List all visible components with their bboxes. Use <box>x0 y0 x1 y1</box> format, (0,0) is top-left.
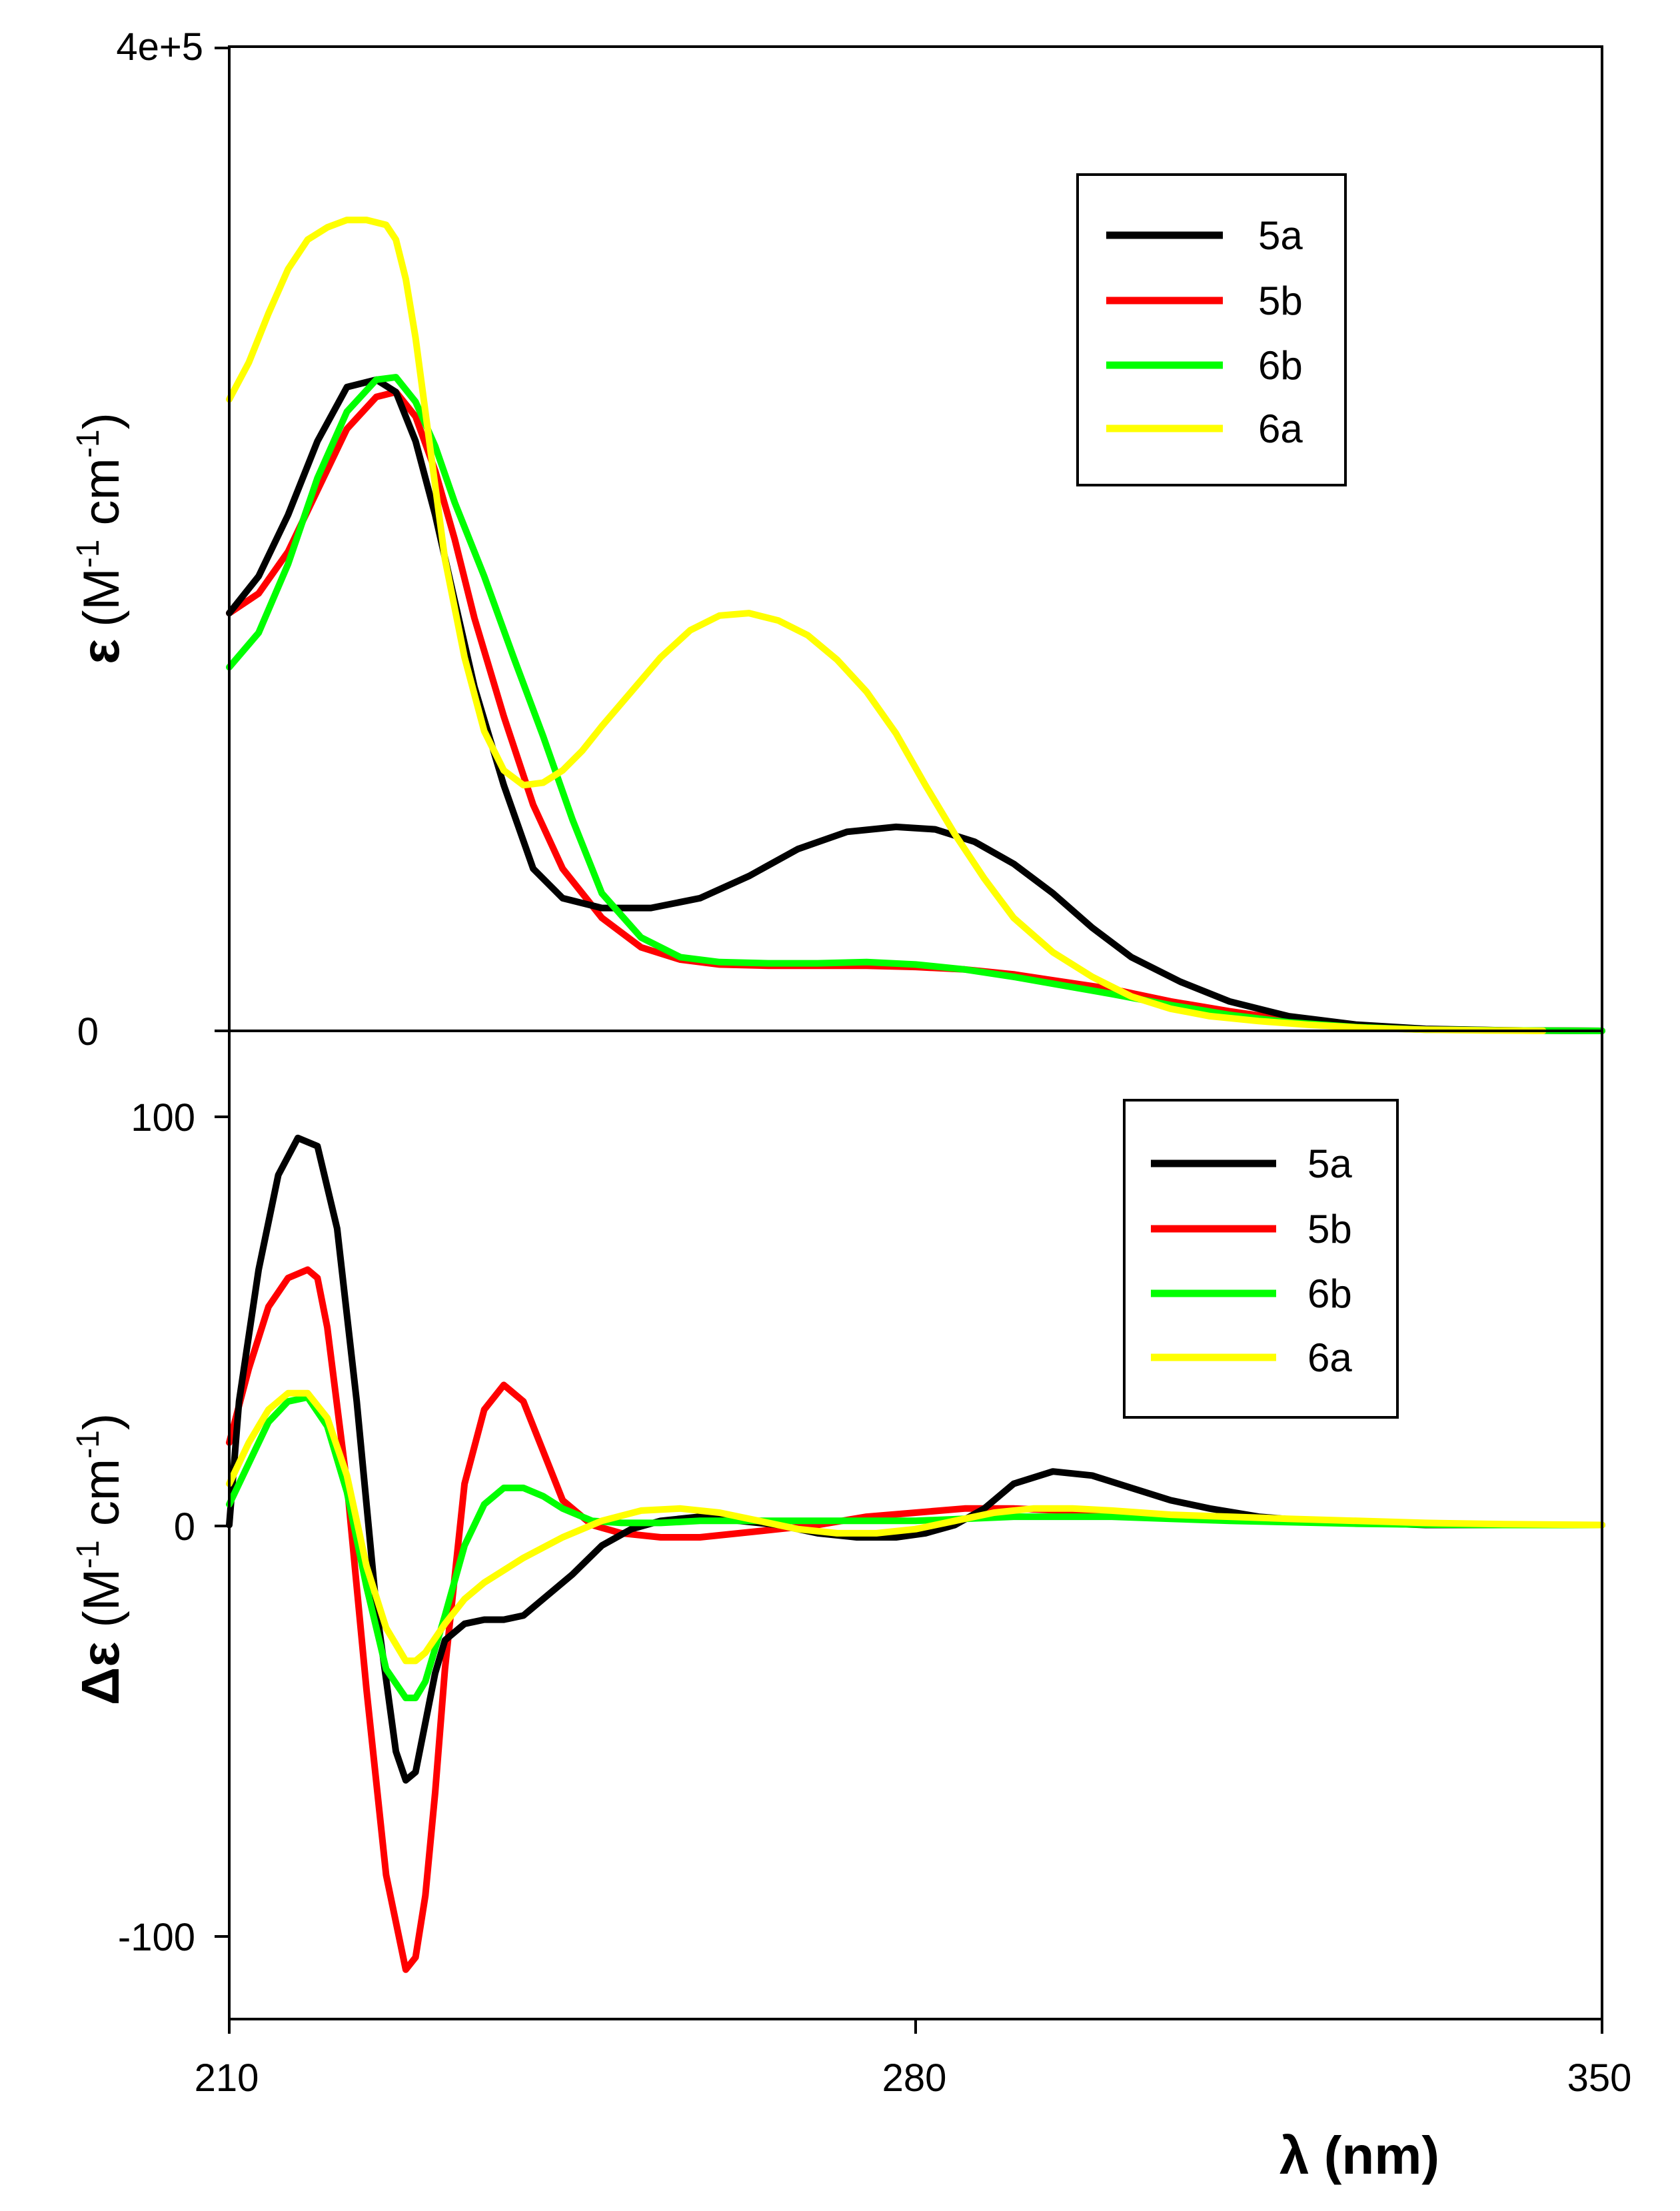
cd-y-tick-label: -100 <box>118 1916 195 1959</box>
absorption-y-axis-title: ε(M-1 cm-1) <box>71 412 130 664</box>
cd-x-tick-label: 210 <box>195 2056 259 2100</box>
absorption-plot-frame <box>229 47 1602 1031</box>
absorption-y-unit-sup1: -1 <box>71 540 106 568</box>
cd-x-axis-title: λ (nm) <box>1279 2126 1439 2185</box>
absorption-legend-label-5b: 5b <box>1258 279 1303 323</box>
absorption-y-unit-sup2: -1 <box>71 429 106 458</box>
cd-legend-label-6b: 6b <box>1307 1271 1352 1316</box>
absorption-legend: 5a 5b 6b 6a <box>1078 175 1345 485</box>
cd-y-tick-label: 100 <box>131 1096 195 1139</box>
absorption-y-unit-cm: cm <box>73 458 130 539</box>
figure-canvas: 4e+5 0 ε(M-1 cm-1) 5a 5b 6b 6a 100 0 -10… <box>0 0 1680 2211</box>
cd-y-unit-close: ) <box>73 1413 130 1430</box>
absorption-y-unit-m: (M <box>73 568 130 627</box>
absorption-panel: 4e+5 0 ε(M-1 cm-1) 5a 5b 6b 6a <box>71 25 1602 1054</box>
cd-y-symbol: Δε <box>71 1642 130 1705</box>
cd-legend-box <box>1124 1100 1397 1417</box>
cd-y-tick-label: 0 <box>174 1505 195 1549</box>
cd-y-unit-sup2: -1 <box>71 1430 106 1459</box>
cd-y-unit-m: (M <box>73 1569 130 1642</box>
cd-legend-label-5a: 5a <box>1307 1141 1352 1186</box>
cd-x-tick-label: 280 <box>882 2056 947 2100</box>
cd-panel: 100 0 -100 210 280 350 λ (nm) Δε (M-1 cm… <box>71 1031 1631 2185</box>
cd-series-6b <box>229 1397 1602 1698</box>
absorption-y-symbol: ε <box>71 639 130 664</box>
cd-x-tick-label: 350 <box>1567 2056 1632 2100</box>
absorption-legend-label-6b: 6b <box>1258 343 1303 388</box>
absorption-y-tick-label: 4e+5 <box>116 25 203 69</box>
cd-legend: 5a 5b 6b 6a <box>1124 1100 1397 1417</box>
cd-y-unit-cm: cm <box>73 1459 130 1540</box>
absorption-legend-label-5a: 5a <box>1258 213 1303 258</box>
absorption-y-unit-close: ) <box>73 412 130 429</box>
absorption-series-group <box>229 220 1602 1031</box>
absorption-legend-label-6a: 6a <box>1258 406 1303 451</box>
cd-y-axis-title: Δε (M-1 cm-1) <box>71 1413 130 1705</box>
cd-legend-label-6a: 6a <box>1307 1335 1352 1380</box>
cd-y-unit-sup1: -1 <box>71 1540 106 1569</box>
cd-legend-label-5b: 5b <box>1307 1207 1352 1251</box>
absorption-y-tick-label: 0 <box>77 1010 99 1054</box>
absorption-legend-box <box>1078 175 1345 485</box>
